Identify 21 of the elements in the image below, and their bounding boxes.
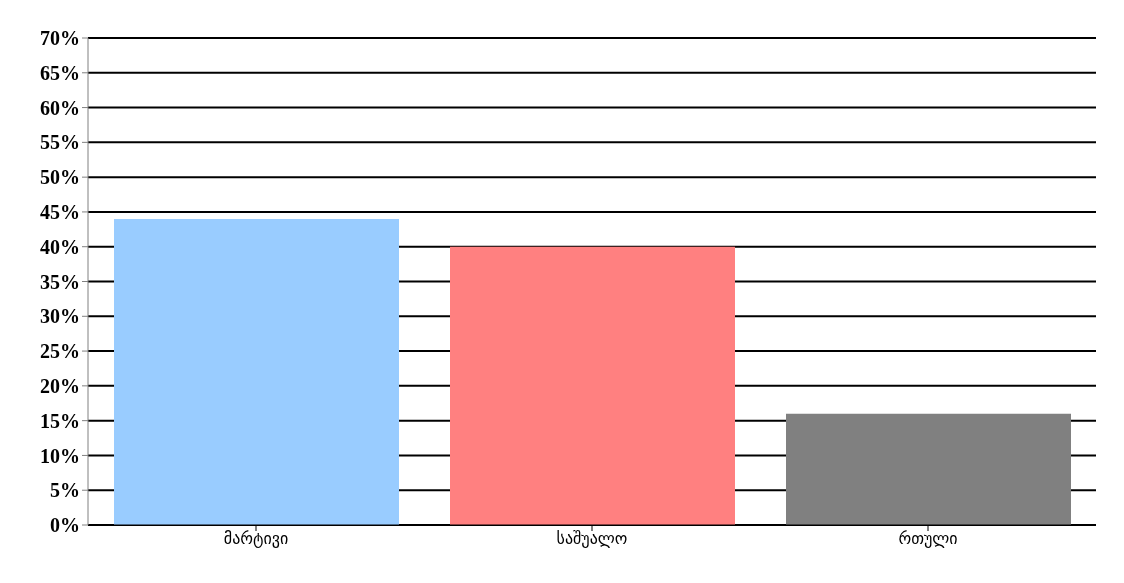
y-tick-label: 0% [50,514,80,537]
y-tick-label: 5% [50,479,80,502]
y-tick-label: 55% [40,131,80,154]
y-tick-label: 35% [40,270,80,293]
bar [786,413,1071,525]
y-tick-label: 45% [40,201,80,224]
y-tick-label: 15% [40,409,80,432]
x-tick-label: რთული [898,529,958,549]
x-tick-label: საშუალო [556,529,628,549]
bar [114,218,399,525]
y-tick-label: 65% [40,61,80,84]
y-tick-label: 50% [40,166,80,189]
y-tick-label: 70% [40,27,80,50]
bar [450,246,735,525]
y-tick-label: 30% [40,305,80,328]
y-tick-label: 25% [40,340,80,363]
y-tick-label: 60% [40,96,80,119]
y-tick-label: 10% [40,444,80,467]
y-tick-label: 20% [40,374,80,397]
y-tick-label: 40% [40,235,80,258]
x-tick-label: მარტივი [223,529,289,549]
